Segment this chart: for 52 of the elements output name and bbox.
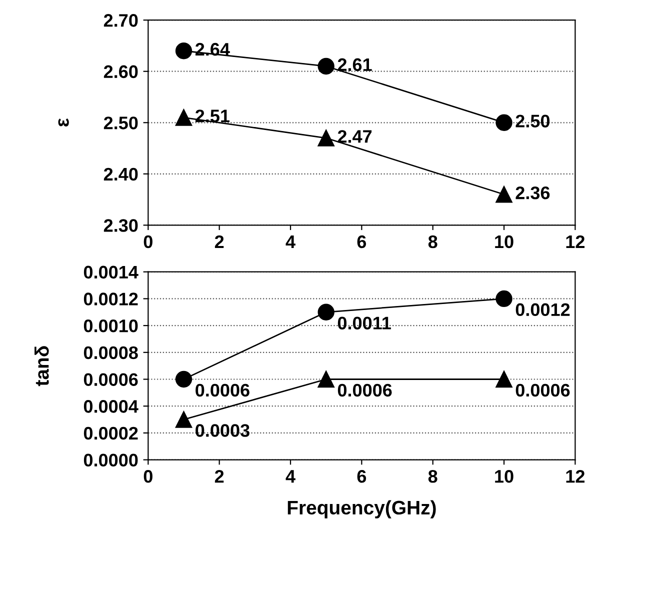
y-tick-label: 2.30	[104, 219, 138, 232]
y-tick-label: 0.0014	[84, 266, 138, 279]
point	[318, 58, 334, 75]
x-tick-label: 6	[357, 470, 366, 483]
y-tick-label: 2.60	[104, 65, 138, 78]
x-tick-label: 0	[144, 470, 152, 483]
point	[175, 42, 192, 60]
point	[496, 186, 512, 203]
x-tick-label: 8	[428, 235, 438, 248]
point	[318, 130, 334, 146]
x-tick-label: 6	[357, 235, 366, 248]
point	[496, 114, 512, 131]
y-axis-title: ε	[58, 118, 69, 127]
y-tick-label: 0.0006	[84, 373, 138, 386]
data-label: 2.47	[338, 130, 372, 143]
point	[175, 411, 192, 428]
y-tick-label: 0.0004	[84, 400, 138, 413]
point	[175, 109, 192, 126]
data-label: 2.36	[516, 186, 550, 200]
y-tick-label: 0.0008	[84, 346, 138, 360]
y-axis-title: tanδ	[34, 346, 49, 386]
x-tick-label: 12	[566, 235, 584, 248]
y-tick-label: 2.40	[104, 168, 138, 181]
data-label: 2.61	[338, 58, 372, 72]
data-label: 0.0006	[516, 384, 570, 397]
x-tick-label: 12	[566, 470, 584, 483]
data-label: 0.0006	[196, 384, 250, 397]
y-tick-label: 0.0012	[84, 292, 138, 306]
x-tick-label: 10	[495, 235, 514, 248]
x-tick-label: 0	[144, 235, 152, 248]
point	[318, 304, 334, 320]
x-axis-title: Frequency(GHz)	[288, 500, 436, 518]
data-label: 0.0011	[338, 316, 391, 330]
data-label: 0.0003	[196, 424, 250, 437]
point	[175, 370, 192, 388]
x-tick-label: 2	[214, 470, 224, 483]
data-label: 2.50	[516, 114, 550, 128]
y-tick-label: 2.70	[104, 14, 138, 27]
data-label: 0.0012	[516, 303, 570, 316]
point	[496, 370, 512, 388]
point	[318, 370, 334, 388]
x-tick-label: 4	[286, 470, 296, 483]
y-tick-label: 0.0000	[84, 454, 138, 467]
y-tick-label: 0.0010	[84, 319, 138, 332]
x-tick-label: 2	[214, 235, 224, 248]
y-tick-label: 2.50	[104, 116, 138, 130]
x-tick-label: 8	[428, 470, 438, 483]
point	[496, 290, 512, 308]
y-tick-label: 0.0002	[84, 426, 138, 440]
x-tick-label: 4	[286, 236, 296, 248]
data-label: 0.0006	[338, 384, 392, 397]
x-tick-label: 10	[495, 470, 514, 483]
